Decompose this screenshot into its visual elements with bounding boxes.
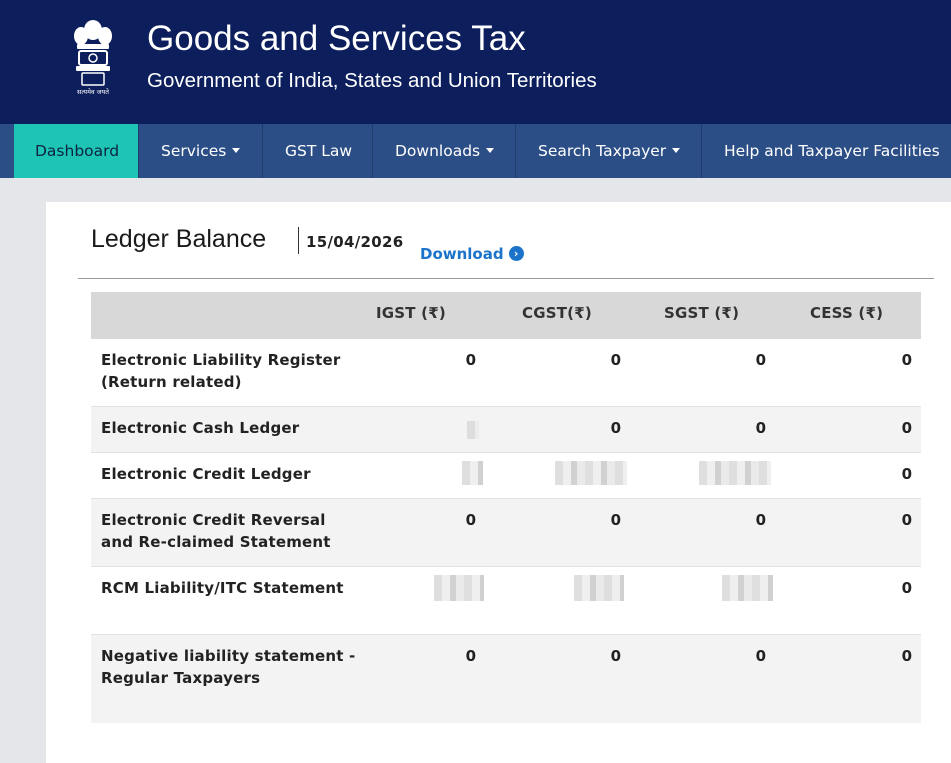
redacted-value [722, 575, 773, 601]
caret-down-icon [232, 148, 241, 153]
page-title: Ledger Balance [91, 225, 267, 253]
download-label: Download [420, 245, 504, 263]
cell-cgst: 0 [610, 647, 621, 665]
row-label: Electronic Liability Register (Return re… [101, 351, 341, 391]
caret-down-icon [486, 148, 495, 153]
divider [78, 278, 934, 279]
cell-sgst: 0 [755, 647, 766, 665]
redacted-value [467, 421, 479, 439]
cell-sgst: 0 [755, 511, 766, 529]
cell-igst: 0 [465, 351, 476, 369]
nav-item-help[interactable]: Help and Taxpayer Facilities [702, 124, 951, 178]
title-divider [298, 227, 299, 254]
emblem-caption: सत्यमेव जयते [77, 88, 109, 96]
table-row: Electronic Liability Register (Return re… [91, 339, 921, 407]
download-link[interactable]: Download › [420, 244, 524, 264]
row-label: RCM Liability/ITC Statement [101, 579, 344, 597]
nav-item-services[interactable]: Services [139, 124, 263, 178]
table-row: RCM Liability/ITC Statement 0 [91, 567, 921, 635]
nav-item-dashboard[interactable]: Dashboard [14, 124, 139, 178]
cell-cess: 0 [901, 465, 912, 483]
nav-spacer [0, 124, 14, 178]
redacted-value [462, 461, 483, 485]
main-nav: Dashboard Services GST Law Downloads Sea… [0, 124, 951, 178]
nav-item-label: Help and Taxpayer Facilities [724, 142, 940, 160]
cell-cgst: 0 [610, 419, 621, 437]
row-label: Electronic Cash Ledger [101, 419, 300, 437]
site-title: Goods and Services Tax [147, 19, 526, 58]
table-header: IGST (₹) CGST(₹) SGST (₹) CESS (₹) [91, 292, 921, 339]
site-header: सत्यमेव जयते Goods and Services Tax Gove… [0, 0, 951, 124]
column-header-cess: CESS (₹) [810, 304, 884, 322]
table-row: Electronic Cash Ledger 0 0 0 [91, 407, 921, 453]
row-label: Negative liability statement - Regular T… [101, 647, 356, 687]
nav-item-label: Downloads [395, 142, 481, 160]
nav-item-label: Services [161, 142, 227, 160]
cell-cess: 0 [901, 579, 912, 597]
cell-sgst: 0 [755, 351, 766, 369]
nav-item-label: Search Taxpayer [538, 142, 667, 160]
table-row: Negative liability statement - Regular T… [91, 635, 921, 723]
caret-down-icon [672, 148, 681, 153]
nav-item-search-taxpayer[interactable]: Search Taxpayer [516, 124, 702, 178]
site-subtitle: Government of India, States and Union Te… [147, 69, 597, 92]
cell-cess: 0 [901, 351, 912, 369]
column-header-igst: IGST (₹) [376, 304, 446, 322]
column-header-sgst: SGST (₹) [664, 304, 740, 322]
cell-igst: 0 [465, 647, 476, 665]
column-header-cgst: CGST(₹) [522, 304, 592, 322]
cell-cgst: 0 [610, 511, 621, 529]
cell-cess: 0 [901, 511, 912, 529]
redacted-value [699, 461, 771, 485]
cell-cgst: 0 [610, 351, 621, 369]
redacted-value [434, 575, 484, 601]
redacted-value [555, 461, 627, 485]
redacted-value [574, 575, 624, 601]
ledger-date: 15/04/2026 [306, 233, 404, 251]
national-emblem-icon: सत्यमेव जयते [68, 16, 118, 96]
table-row: Electronic Credit Reversal and Re-claime… [91, 499, 921, 567]
table-row: Electronic Credit Ledger 0 [91, 453, 921, 499]
nav-item-label: Dashboard [35, 142, 120, 160]
cell-cess: 0 [901, 419, 912, 437]
row-label: Electronic Credit Ledger [101, 465, 311, 483]
cell-cess: 0 [901, 647, 912, 665]
nav-item-label: GST Law [285, 142, 353, 160]
cell-igst: 0 [465, 511, 476, 529]
cell-sgst: 0 [755, 419, 766, 437]
chevron-right-circle-icon: › [508, 246, 524, 261]
nav-item-downloads[interactable]: Downloads [373, 124, 516, 178]
nav-item-gst-law[interactable]: GST Law [263, 124, 373, 178]
row-label: Electronic Credit Reversal and Re-claime… [101, 511, 331, 551]
